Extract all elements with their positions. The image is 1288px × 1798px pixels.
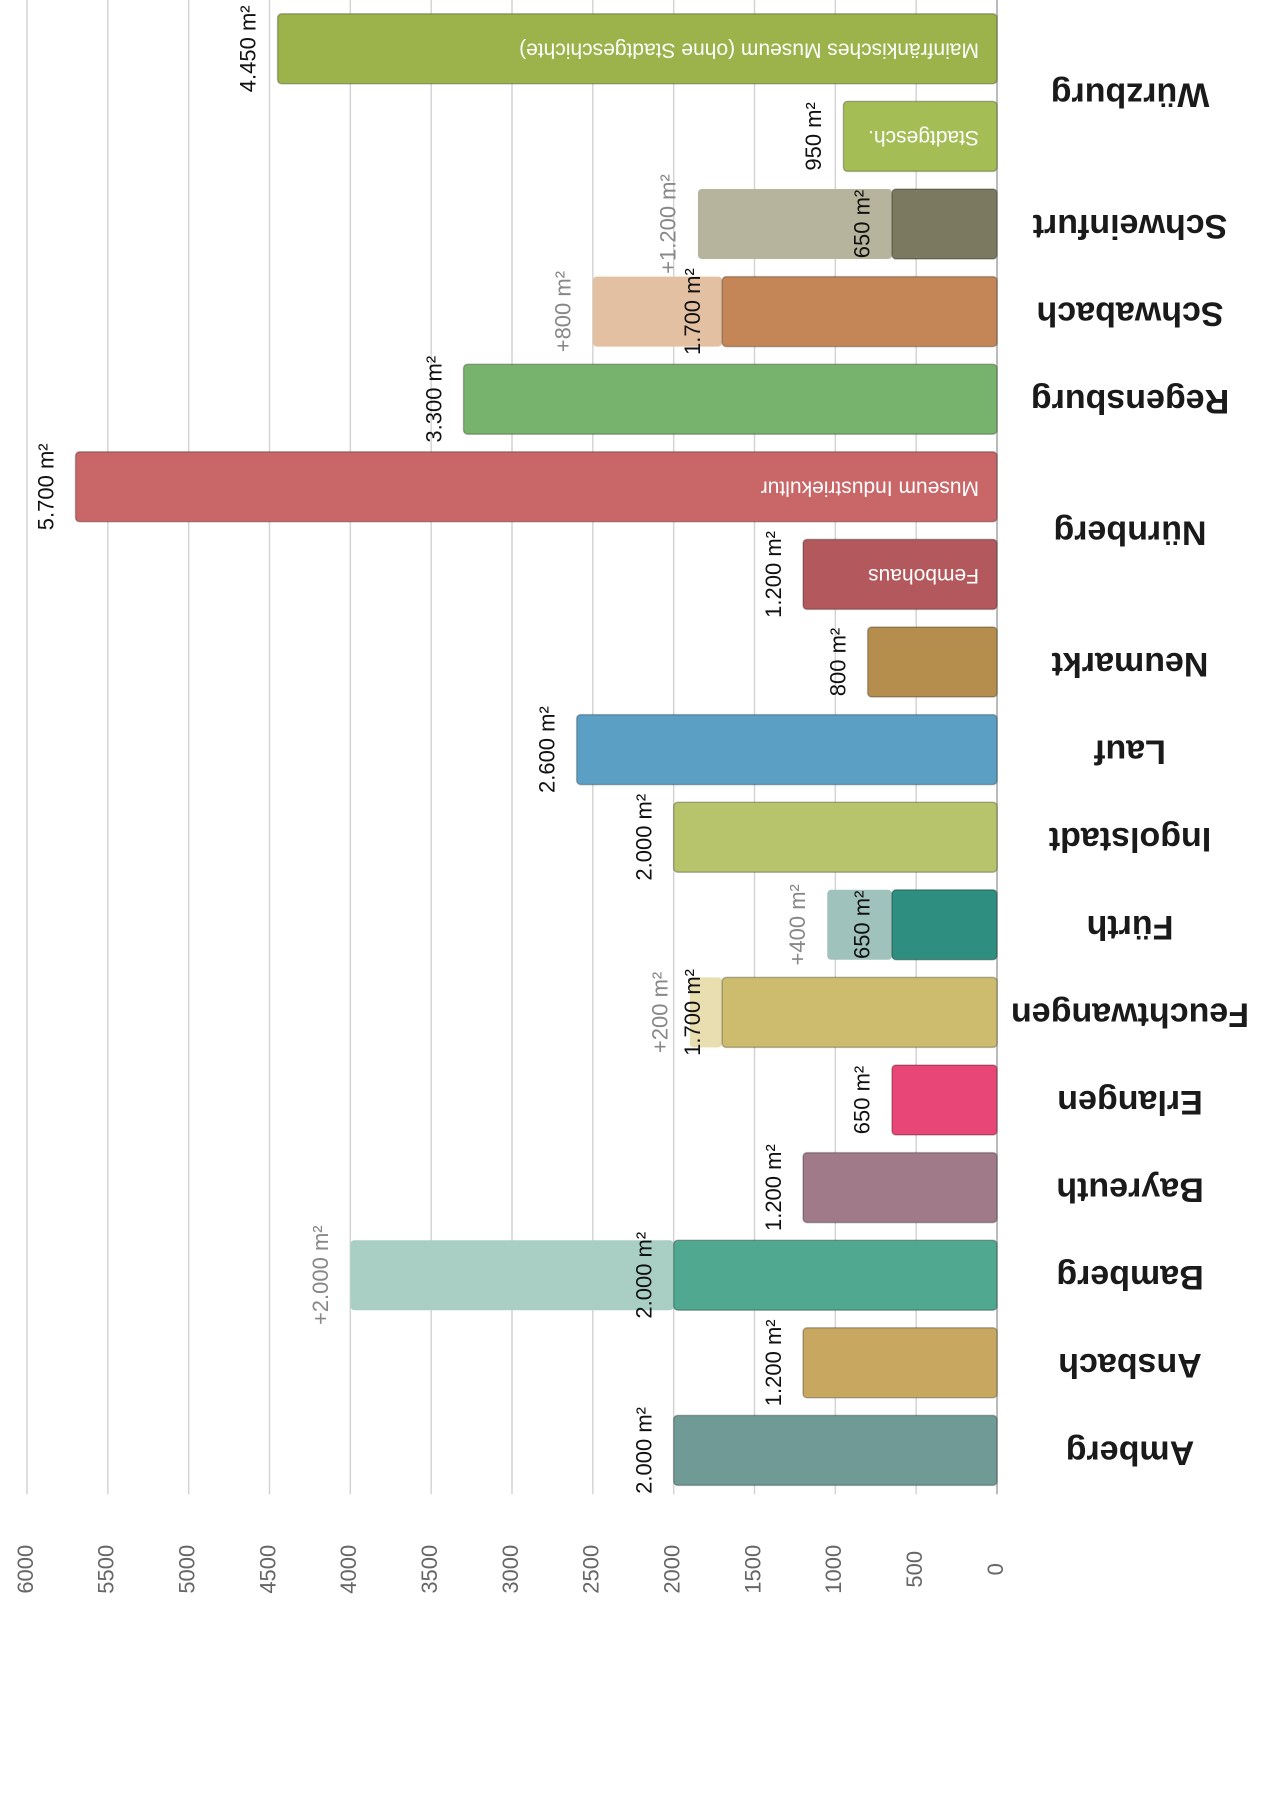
x-tick-label: 1500: [740, 1545, 765, 1594]
category-label: Fürth: [1087, 908, 1174, 946]
category-label: Ingolstadt: [1049, 820, 1211, 858]
bar: [672, 1239, 998, 1311]
extra-label: +2.000 m²: [308, 1225, 333, 1325]
bar: [721, 275, 998, 348]
extra-bar: [697, 189, 892, 259]
value-label: 650 m²: [850, 1066, 875, 1134]
value-label: 1.700 m²: [680, 969, 705, 1056]
x-tick-label: 0: [983, 1563, 1008, 1575]
category-label: Feuchtwangen: [1011, 995, 1249, 1033]
extra-label: +400 m²: [785, 884, 810, 965]
extra-bar: [350, 1240, 674, 1311]
value-label: 650 m²: [850, 190, 875, 258]
x-tick-label: 6000: [13, 1545, 38, 1594]
category-label: Nürnberg: [1054, 514, 1207, 552]
bar: [672, 1414, 998, 1487]
x-tick-label: 2500: [579, 1545, 604, 1594]
extra-bar: [827, 889, 892, 960]
bar: [802, 1327, 998, 1399]
extra-bar: [592, 276, 723, 347]
category-label: Erlangen: [1057, 1083, 1202, 1121]
x-tick-label: 500: [902, 1551, 927, 1588]
bar: [842, 100, 998, 173]
value-label: 5.700 m²: [33, 443, 58, 530]
bar: [462, 363, 998, 435]
category-label: Regensburg: [1031, 382, 1229, 420]
bar-text: Stadtgesch.: [868, 126, 979, 149]
value-label: 2.000 m²: [631, 1407, 656, 1494]
bar: [866, 626, 998, 698]
value-label: 1.200 m²: [761, 1319, 786, 1406]
value-label: 800 m²: [825, 628, 850, 696]
value-label: 650 m²: [850, 891, 875, 959]
bar: [575, 713, 998, 786]
category-label: Neumarkt: [1052, 645, 1209, 683]
bar: [891, 889, 998, 961]
bar: [891, 188, 998, 260]
bar: [802, 538, 998, 611]
x-tick-label: 4000: [336, 1545, 361, 1594]
x-tick-label: 1000: [821, 1545, 846, 1594]
bar: [276, 13, 998, 85]
category-label: Amberg: [1066, 1433, 1194, 1471]
x-tick-label: 3000: [498, 1545, 523, 1594]
category-label: Schwabach: [1036, 295, 1223, 333]
x-tick-label: 3500: [417, 1545, 442, 1594]
value-label: 950 m²: [801, 102, 826, 170]
value-label: 4.450 m²: [235, 5, 260, 92]
x-tick-label: 5000: [174, 1545, 199, 1594]
bar: [891, 1064, 998, 1136]
extra-label: +800 m²: [551, 271, 576, 352]
bar: [721, 976, 998, 1049]
bar-text: Fembohaus: [868, 564, 979, 587]
x-tick-label: 2000: [659, 1545, 684, 1594]
category-label: Lauf: [1093, 733, 1165, 771]
extra-bar: [689, 977, 723, 1048]
extra-label: +1.200 m²: [656, 174, 681, 274]
value-label: 3.300 m²: [421, 356, 446, 443]
value-label: 1.200 m²: [761, 1144, 786, 1231]
value-label: 1.700 m²: [680, 268, 705, 355]
extra-label: +200 m²: [648, 972, 673, 1053]
value-label: 2.600 m²: [534, 706, 559, 793]
category-label: Ansbach: [1058, 1346, 1202, 1384]
category-label: Schweinfurt: [1033, 207, 1228, 245]
category-label: Würzburg: [1051, 76, 1210, 114]
bar-text: Mainfränkisches Museum (ohne Stadtgeschi…: [519, 38, 979, 61]
value-label: 2.000 m²: [631, 1232, 656, 1319]
bar: [672, 801, 998, 873]
bar-text: Museum Industriekultur: [761, 476, 979, 499]
x-tick-label: 4500: [255, 1545, 280, 1594]
value-label: 1.200 m²: [761, 531, 786, 618]
category-label: Bamberg: [1056, 1258, 1203, 1296]
value-label: 2.000 m²: [631, 794, 656, 881]
x-tick-label: 5500: [94, 1545, 119, 1594]
bar: [74, 451, 998, 523]
bar: [802, 1151, 998, 1224]
category-label: Bayreuth: [1056, 1171, 1203, 1209]
